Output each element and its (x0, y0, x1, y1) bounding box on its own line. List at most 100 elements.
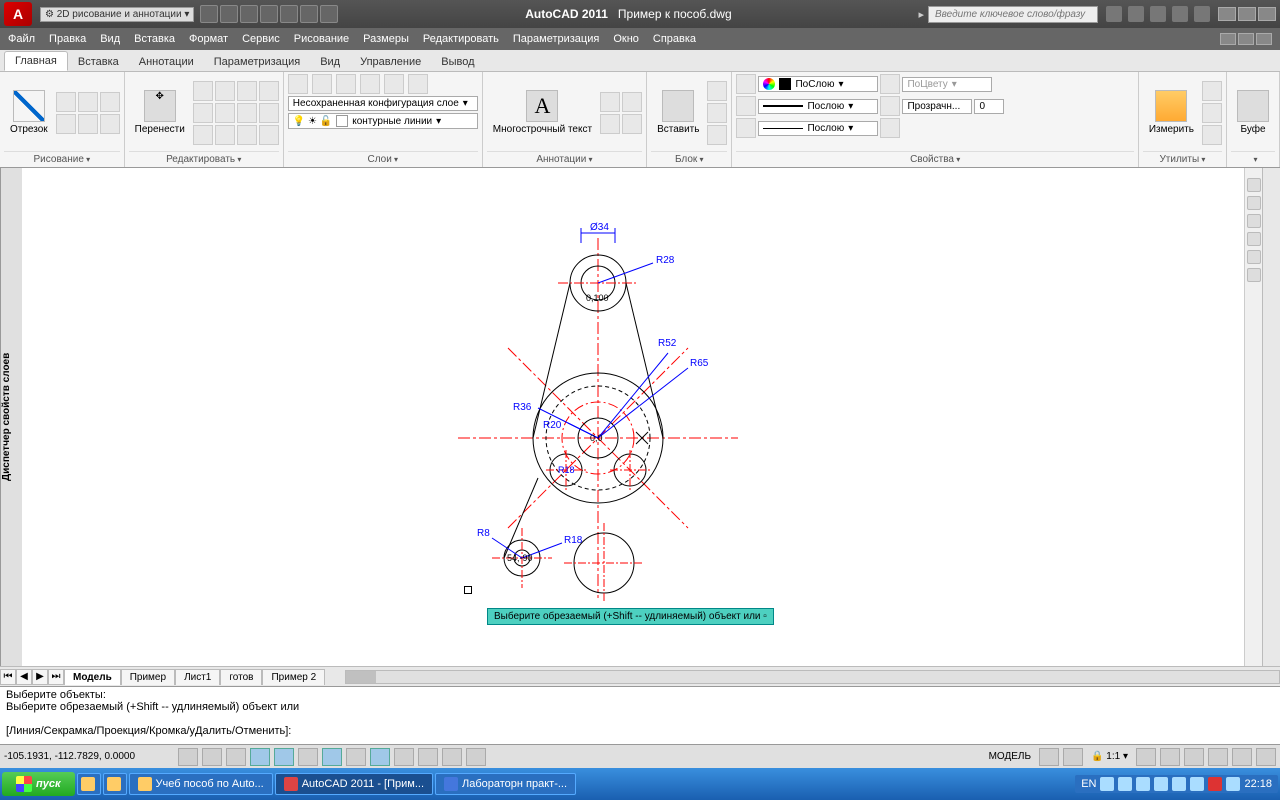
hardware-accel-icon[interactable] (1208, 748, 1228, 766)
exchange-icon[interactable] (1150, 6, 1166, 22)
trim-icon[interactable] (237, 81, 257, 101)
workspace-selector[interactable]: ⚙ 2D рисование и аннотации ▾ (40, 7, 194, 22)
qvlayout-icon[interactable] (1039, 748, 1059, 766)
menu-edit[interactable]: Правка (49, 33, 86, 45)
isolate-icon[interactable] (1232, 748, 1252, 766)
annoscale-icon[interactable] (1136, 748, 1156, 766)
command-line[interactable]: Выберите объекты: Выберите обрезаемый (+… (0, 686, 1280, 744)
mdi-minimize-button[interactable] (1220, 33, 1236, 45)
sc-toggle[interactable] (466, 748, 486, 766)
layer-match-icon[interactable] (408, 74, 428, 94)
stretch-icon[interactable] (193, 125, 213, 145)
tab-prev-button[interactable]: ◀ (16, 669, 32, 685)
tab-first-button[interactable]: ⏮ (0, 669, 16, 685)
app-menu-button[interactable]: A (4, 2, 32, 26)
menu-modify[interactable]: Редактировать (423, 33, 499, 45)
ribbon-tab-manage[interactable]: Управление (350, 53, 431, 71)
match-prop-icon[interactable] (736, 74, 756, 94)
ribbon-tab-home[interactable]: Главная (4, 51, 68, 71)
dim-linear-icon[interactable] (600, 92, 620, 112)
qp-toggle[interactable] (442, 748, 462, 766)
qat-print-icon[interactable] (320, 5, 338, 23)
dyn-toggle[interactable] (370, 748, 390, 766)
panel-annot-title[interactable]: Аннотации (487, 151, 642, 167)
showmotion-icon[interactable] (1247, 268, 1261, 282)
list-icon[interactable] (880, 118, 900, 138)
ortho-toggle[interactable] (226, 748, 246, 766)
linetype-icon[interactable] (736, 96, 756, 116)
arc-icon[interactable] (100, 92, 120, 112)
vertical-scrollbar[interactable] (1262, 168, 1280, 666)
layer-lock-icon[interactable] (360, 74, 380, 94)
drawing-canvas[interactable]: Ø34R280,100R65R52R36R200,0R18R8R1854,-90… (22, 168, 1244, 666)
menu-dimension[interactable]: Размеры (363, 33, 409, 45)
subscription-icon[interactable] (1128, 6, 1144, 22)
menu-draw[interactable]: Рисование (294, 33, 349, 45)
panel-clip-title[interactable] (1231, 151, 1275, 167)
language-indicator[interactable]: EN (1081, 778, 1096, 790)
help-icon[interactable] (1194, 6, 1210, 22)
hatch-icon[interactable] (100, 114, 120, 134)
offset-icon[interactable] (237, 125, 257, 145)
tray-icon-7[interactable] (1208, 777, 1222, 791)
transp-value[interactable]: 0 (974, 99, 1004, 114)
annotation-scale[interactable]: 🔒 1:1 ▾ (1087, 751, 1132, 762)
layer-state-combo[interactable]: Несохраненная конфигурация слое ▾ (288, 96, 478, 111)
lineweight-icon[interactable] (736, 118, 756, 138)
qat-save-icon[interactable] (240, 5, 258, 23)
ribbon-tab-insert[interactable]: Вставка (68, 53, 129, 71)
rectangle-icon[interactable] (56, 114, 76, 134)
infocenter-arrow-icon[interactable]: ▸ (918, 8, 924, 21)
layer-off-icon[interactable] (312, 74, 332, 94)
favorite-icon[interactable] (1172, 6, 1188, 22)
layer-properties-palette[interactable]: Диспетчер свойств слоев (0, 168, 22, 666)
move-button[interactable]: ✥Перенести (129, 88, 191, 137)
quicklaunch-1[interactable] (77, 773, 101, 795)
measure-button[interactable]: Измерить (1143, 88, 1200, 137)
edit-attr-icon[interactable] (707, 125, 727, 145)
selectall-icon[interactable] (1202, 125, 1222, 145)
qat-redo-icon[interactable] (300, 5, 318, 23)
layer-iso-icon[interactable] (384, 74, 404, 94)
snap-toggle[interactable] (178, 748, 198, 766)
circle-icon[interactable] (78, 92, 98, 112)
start-button[interactable]: пуск (2, 772, 75, 796)
linetype-combo[interactable]: Послою ▾ (758, 99, 878, 114)
tab-model[interactable]: Модель (64, 669, 121, 685)
toolbar-lock-icon[interactable] (1184, 748, 1204, 766)
otrack-toggle[interactable] (322, 748, 342, 766)
ribbon-tab-view[interactable]: Вид (310, 53, 350, 71)
quicklaunch-2[interactable] (103, 773, 127, 795)
copy-icon[interactable] (193, 81, 213, 101)
ws-switch-icon[interactable] (1160, 748, 1180, 766)
panel-draw-title[interactable]: Рисование (4, 151, 120, 167)
polar-toggle[interactable] (250, 748, 270, 766)
panel-props-title[interactable]: Свойства (736, 151, 1133, 167)
tray-volume-icon[interactable] (1226, 777, 1240, 791)
tray-icon-1[interactable] (1100, 777, 1114, 791)
grid-toggle[interactable] (202, 748, 222, 766)
ribbon-tab-parametric[interactable]: Параметризация (204, 53, 310, 71)
scale-icon[interactable] (215, 103, 235, 123)
viewcube-icon[interactable] (1247, 178, 1261, 192)
model-space-button[interactable]: МОДЕЛЬ (985, 751, 1035, 762)
menu-window[interactable]: Окно (613, 33, 639, 45)
coordinates-display[interactable]: -105.1931, -112.7829, 0.0000 (4, 751, 174, 762)
array-icon[interactable] (215, 125, 235, 145)
clock[interactable]: 22:18 (1244, 778, 1272, 790)
layer-current-combo[interactable]: 💡 ☀ 🔓 контурные линии ▾ (288, 113, 478, 129)
menu-insert[interactable]: Вставка (134, 33, 175, 45)
create-block-icon[interactable] (707, 81, 727, 101)
taskbar-item-1[interactable]: Учеб пособ по Auto... (129, 773, 273, 795)
tray-icon-3[interactable] (1136, 777, 1150, 791)
zoom-icon[interactable] (1247, 232, 1261, 246)
panel-utils-title[interactable]: Утилиты (1143, 151, 1222, 167)
ribbon-tab-annotate[interactable]: Аннотации (129, 53, 204, 71)
qvdrawing-icon[interactable] (1063, 748, 1083, 766)
ducs-toggle[interactable] (346, 748, 366, 766)
table-icon[interactable] (600, 114, 620, 134)
qselect-icon[interactable] (1202, 103, 1222, 123)
layer-freeze-icon[interactable] (336, 74, 356, 94)
tab-next-button[interactable]: ▶ (32, 669, 48, 685)
menu-view[interactable]: Вид (100, 33, 120, 45)
